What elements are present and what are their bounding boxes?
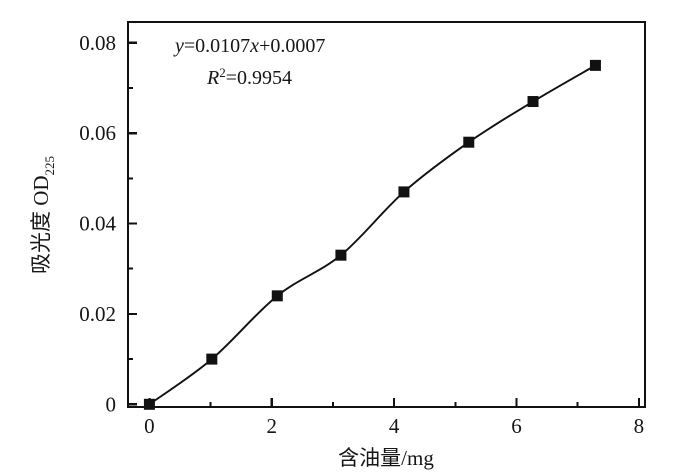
r-squared-text: R2=0.9954 (206, 65, 292, 89)
data-point-7 (589, 59, 601, 71)
data-point-0 (143, 398, 155, 410)
data-point-5 (463, 136, 475, 148)
regression-equation-text: y=0.0107x+0.0007 (173, 35, 325, 57)
y-axis-tick-labels: 0 0.02 0.04 0.06 0.08 (79, 31, 116, 417)
data-point-3 (335, 249, 347, 261)
series-line-standard-curve (148, 64, 596, 406)
x-tick-label-3: 6 (511, 414, 522, 438)
plot-frame (126, 20, 647, 409)
x-tick-label-4: 8 (634, 414, 645, 438)
y-axis-major-ticks (128, 41, 137, 406)
x-tick-label-1: 2 (267, 414, 278, 438)
data-point-6 (527, 96, 539, 108)
data-point-1 (206, 353, 218, 365)
x-axis-title: 含油量/mg (338, 446, 434, 470)
x-axis-minor-ticks (209, 402, 579, 407)
y-tick-label-0: 0 (106, 392, 117, 416)
y-tick-label-4: 0.08 (79, 31, 116, 55)
x-axis-tick-labels: 0 2 4 6 8 (144, 414, 644, 438)
data-point-4 (398, 186, 410, 198)
x-tick-label-2: 4 (389, 414, 400, 438)
series-markers (143, 59, 601, 410)
x-axis-major-ticks (148, 398, 640, 407)
y-tick-label-1: 0.02 (79, 302, 116, 326)
y-axis-title: 吸光度 OD225 (29, 156, 57, 274)
x-tick-label-0: 0 (144, 414, 155, 438)
data-point-2 (271, 290, 283, 302)
y-axis-minor-ticks (128, 86, 133, 361)
y-tick-label-2: 0.04 (79, 212, 116, 236)
y-tick-label-3: 0.06 (79, 121, 116, 145)
